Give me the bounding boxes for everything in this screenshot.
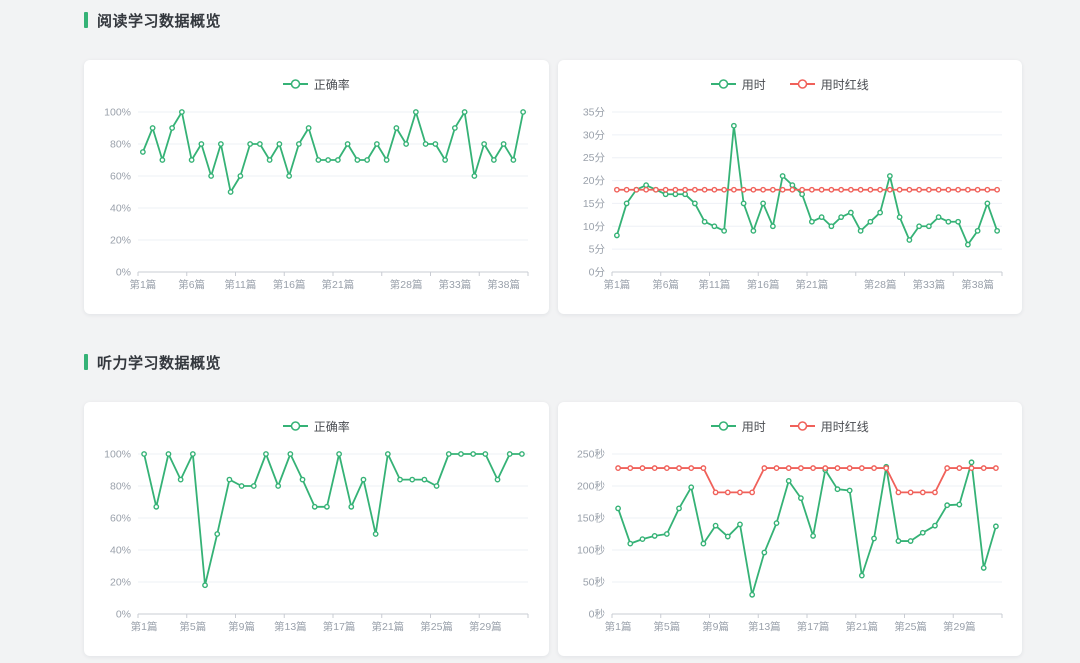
svg-text:100%: 100% bbox=[104, 449, 131, 461]
legend-item[interactable]: 用时 bbox=[710, 76, 766, 93]
svg-text:60%: 60% bbox=[110, 171, 131, 183]
svg-text:第9篇: 第9篇 bbox=[228, 620, 255, 633]
svg-text:第13篇: 第13篇 bbox=[748, 620, 781, 633]
reading-time-card: 用时 用时红线 0分 5分 10分 15分 20分 25分 30分 35分第1篇 第6篇 第11篇 第… bbox=[557, 60, 1023, 314]
svg-text:第1篇: 第1篇 bbox=[604, 620, 631, 633]
section-title-reading: 阅读学习数据概览 bbox=[84, 10, 1022, 30]
line-marker-icon bbox=[789, 421, 815, 431]
svg-text:50秒: 50秒 bbox=[583, 576, 606, 589]
listening-accuracy-legend: 正确率 bbox=[84, 418, 549, 434]
svg-text:0秒: 0秒 bbox=[588, 608, 605, 621]
section-title-listening: 听力学习数据概览 bbox=[84, 352, 1022, 372]
svg-text:第29篇: 第29篇 bbox=[943, 620, 976, 633]
svg-text:20%: 20% bbox=[110, 235, 131, 247]
svg-text:第16篇: 第16篇 bbox=[273, 278, 306, 291]
legend-item[interactable]: 用时 bbox=[710, 418, 766, 435]
svg-text:0%: 0% bbox=[116, 609, 131, 621]
svg-text:第17篇: 第17篇 bbox=[323, 620, 356, 633]
section-title-text: 阅读学习数据概览 bbox=[97, 12, 222, 30]
svg-text:5分: 5分 bbox=[588, 244, 605, 256]
section-title-text: 听力学习数据概览 bbox=[97, 354, 222, 372]
svg-text:第25篇: 第25篇 bbox=[421, 620, 454, 633]
svg-text:150秒: 150秒 bbox=[577, 512, 606, 525]
svg-text:250秒: 250秒 bbox=[577, 448, 606, 461]
svg-text:第21篇: 第21篇 bbox=[845, 620, 878, 633]
line-marker-icon bbox=[282, 79, 308, 89]
svg-text:第29篇: 第29篇 bbox=[469, 620, 502, 633]
legend-label: 正确率 bbox=[313, 77, 350, 92]
listening-accuracy-chart: 0% 20% 40% 60% 80% 100% 第1篇 第5篇 第9篇 第13篇 第17篇 第21篇 第… bbox=[104, 449, 529, 633]
svg-text:10分: 10分 bbox=[583, 221, 606, 233]
svg-text:第9篇: 第9篇 bbox=[702, 620, 729, 633]
svg-text:第13篇: 第13篇 bbox=[274, 620, 307, 633]
svg-text:第1篇: 第1篇 bbox=[131, 620, 158, 633]
svg-text:第11篇: 第11篇 bbox=[698, 278, 730, 291]
reading-time-legend: 用时 用时红线 bbox=[558, 76, 1023, 92]
svg-text:第17篇: 第17篇 bbox=[797, 620, 830, 633]
svg-text:20分: 20分 bbox=[583, 175, 606, 187]
svg-text:30分: 30分 bbox=[583, 129, 606, 141]
svg-text:第21篇: 第21篇 bbox=[322, 278, 355, 291]
svg-text:40%: 40% bbox=[110, 203, 131, 215]
svg-text:第38篇: 第38篇 bbox=[488, 278, 521, 291]
svg-text:100%: 100% bbox=[104, 107, 131, 119]
svg-text:35分: 35分 bbox=[583, 107, 606, 119]
listening-cards-row: 正确率 0% 20% 40% 60% 80% 100% 第1篇 第5篇 第9篇 第13篇 第17篇 第… bbox=[84, 402, 1022, 656]
listening-time-card: 用时 用时红线 0秒 50秒 100秒 150秒 200秒 250秒第1篇 第5篇 第9篇 第13… bbox=[557, 402, 1023, 656]
listening-accuracy-card: 正确率 0% 20% 40% 60% 80% 100% 第1篇 第5篇 第9篇 第13篇 第17篇 第… bbox=[84, 402, 549, 656]
svg-text:第5篇: 第5篇 bbox=[180, 620, 207, 633]
reading-section: 阅读学习数据概览 正确率 0% 20% 40% 60% 80% 100% 第1篇 第6篇 第11… bbox=[84, 10, 1022, 314]
listening-time-legend: 用时 用时红线 bbox=[558, 418, 1023, 434]
svg-text:第25篇: 第25篇 bbox=[894, 620, 927, 633]
reading-accuracy-legend: 正确率 bbox=[84, 76, 549, 92]
reading-accuracy-card: 正确率 0% 20% 40% 60% 80% 100% 第1篇 第6篇 第11篇 第16篇 第21篇… bbox=[84, 60, 549, 314]
line-marker-icon bbox=[710, 421, 736, 431]
svg-text:第28篇: 第28篇 bbox=[864, 278, 897, 291]
svg-text:200秒: 200秒 bbox=[577, 480, 606, 493]
svg-text:第21篇: 第21篇 bbox=[795, 278, 828, 291]
svg-text:第33篇: 第33篇 bbox=[912, 278, 945, 291]
svg-text:15分: 15分 bbox=[583, 198, 606, 210]
svg-text:第21篇: 第21篇 bbox=[372, 620, 405, 633]
line-marker-icon bbox=[282, 421, 308, 431]
legend-item[interactable]: 正确率 bbox=[282, 76, 350, 93]
legend-label: 用时 bbox=[741, 419, 766, 434]
reading-accuracy-chart: 0% 20% 40% 60% 80% 100% 第1篇 第6篇 第11篇 第16篇 第21篇 第28篇… bbox=[104, 107, 529, 291]
svg-text:第1篇: 第1篇 bbox=[603, 278, 630, 291]
svg-text:第28篇: 第28篇 bbox=[390, 278, 423, 291]
svg-text:100秒: 100秒 bbox=[577, 544, 606, 557]
line-marker-icon bbox=[789, 79, 815, 89]
line-marker-icon bbox=[710, 79, 736, 89]
svg-text:60%: 60% bbox=[110, 513, 131, 525]
listening-section: 听力学习数据概览 正确率 0% 20% 40% 60% 80% 100% 第1篇 第5篇 第9篇… bbox=[84, 352, 1022, 656]
svg-text:第33篇: 第33篇 bbox=[439, 278, 472, 291]
svg-text:40%: 40% bbox=[110, 545, 131, 557]
svg-text:第1篇: 第1篇 bbox=[130, 278, 157, 291]
svg-text:第16篇: 第16篇 bbox=[747, 278, 780, 291]
svg-text:第6篇: 第6篇 bbox=[652, 278, 679, 291]
svg-text:第6篇: 第6篇 bbox=[178, 278, 205, 291]
title-accent-bar bbox=[84, 12, 88, 28]
legend-label: 用时 bbox=[741, 77, 766, 92]
svg-text:80%: 80% bbox=[110, 481, 131, 493]
svg-text:0分: 0分 bbox=[588, 267, 605, 279]
reading-cards-row: 正确率 0% 20% 40% 60% 80% 100% 第1篇 第6篇 第11篇 第16篇 第21篇… bbox=[84, 60, 1022, 314]
svg-text:第11篇: 第11篇 bbox=[225, 278, 257, 291]
svg-text:80%: 80% bbox=[110, 139, 131, 151]
svg-text:第5篇: 第5篇 bbox=[653, 620, 680, 633]
title-accent-bar bbox=[84, 354, 88, 370]
svg-text:20%: 20% bbox=[110, 577, 131, 589]
svg-text:第38篇: 第38篇 bbox=[961, 278, 994, 291]
svg-text:0%: 0% bbox=[116, 267, 131, 279]
legend-label: 用时红线 bbox=[820, 77, 869, 92]
legend-label: 用时红线 bbox=[820, 419, 869, 434]
legend-label: 正确率 bbox=[313, 419, 350, 434]
legend-item[interactable]: 用时红线 bbox=[789, 418, 869, 435]
legend-item[interactable]: 正确率 bbox=[282, 418, 350, 435]
legend-item[interactable]: 用时红线 bbox=[789, 76, 869, 93]
svg-text:25分: 25分 bbox=[583, 152, 606, 164]
